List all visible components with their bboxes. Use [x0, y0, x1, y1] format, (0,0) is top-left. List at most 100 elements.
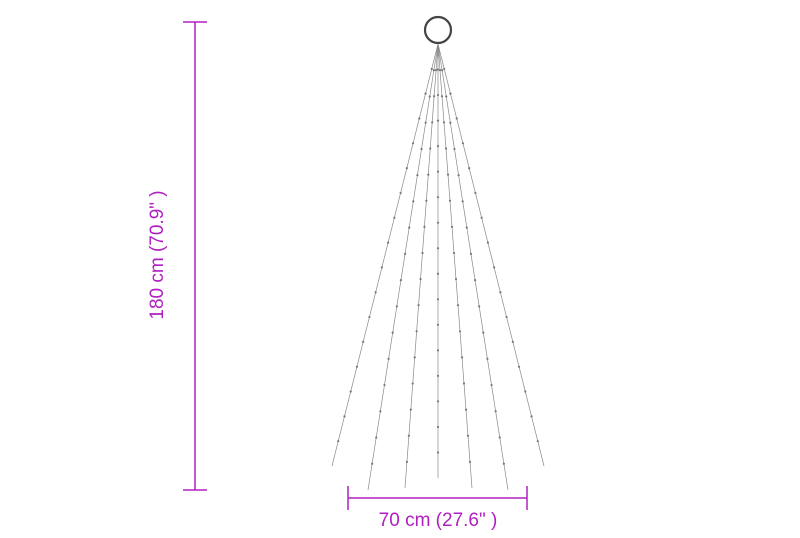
bead [445, 147, 447, 149]
bead [459, 330, 461, 332]
bead [429, 147, 431, 149]
bead [400, 279, 402, 281]
bead [431, 68, 433, 70]
bead [437, 400, 439, 402]
bead [437, 171, 439, 173]
bead [408, 435, 410, 437]
bead [381, 266, 383, 268]
bead [466, 227, 468, 229]
strand-1 [368, 44, 438, 490]
bead [435, 69, 437, 71]
bead [474, 279, 476, 281]
bead [414, 356, 416, 358]
bead [503, 463, 505, 465]
bead [493, 266, 495, 268]
bead [412, 382, 414, 384]
bead [387, 358, 389, 360]
bead [404, 253, 406, 255]
bead [449, 200, 451, 202]
bead [379, 410, 381, 412]
bead [433, 95, 435, 97]
bead [474, 192, 476, 194]
bead [406, 167, 408, 169]
bead [412, 142, 414, 144]
bead [337, 440, 339, 442]
bead [399, 192, 401, 194]
bead [420, 148, 422, 150]
dimension-diagram: 180 cm (70.9" ) 70 cm (27.6" ) [0, 0, 800, 533]
bead [530, 415, 532, 417]
bead [437, 426, 439, 428]
bead [453, 252, 455, 254]
bead [482, 331, 484, 333]
bead [524, 390, 526, 392]
bead [499, 291, 501, 293]
bead [441, 95, 443, 97]
bead [356, 366, 358, 368]
bead [375, 291, 377, 293]
bead [416, 330, 418, 332]
bead [453, 148, 455, 150]
bead [437, 222, 439, 224]
bead [467, 435, 469, 437]
bead [512, 341, 514, 343]
bead [437, 324, 439, 326]
width-dimension-label: 70 cm (27.6" ) [379, 510, 498, 532]
bead [392, 331, 394, 333]
bead [383, 384, 385, 386]
bead [457, 304, 459, 306]
bead [437, 145, 439, 147]
bead [495, 410, 497, 412]
bead [455, 278, 457, 280]
diagram-svg [0, 0, 800, 533]
bead [437, 247, 439, 249]
bead [457, 174, 459, 176]
bead [437, 68, 439, 70]
bead [462, 142, 464, 144]
top-ring [425, 17, 451, 43]
bead [465, 409, 467, 411]
bead [375, 436, 377, 438]
bead [447, 173, 449, 175]
bead [416, 174, 418, 176]
bead [437, 375, 439, 377]
bead [439, 69, 441, 71]
bead [421, 252, 423, 254]
bead [387, 241, 389, 243]
bead [463, 382, 465, 384]
bead [437, 273, 439, 275]
bead [368, 316, 370, 318]
bead [433, 69, 435, 71]
bead [410, 409, 412, 411]
bead [469, 461, 471, 463]
bead [441, 69, 443, 71]
bead [505, 316, 507, 318]
bead [461, 356, 463, 358]
height-dimension-label: 180 cm (70.9" ) [147, 190, 169, 319]
bead [449, 122, 451, 124]
bead [499, 436, 501, 438]
bead [418, 117, 420, 119]
bead [487, 241, 489, 243]
bead [425, 200, 427, 202]
bead [350, 390, 352, 392]
bead [537, 440, 539, 442]
bead [424, 93, 426, 95]
bead [437, 451, 439, 453]
bead [437, 298, 439, 300]
bead [462, 200, 464, 202]
bead [406, 461, 408, 463]
bead [431, 121, 433, 123]
bead [427, 173, 429, 175]
bead [490, 384, 492, 386]
bead [451, 226, 453, 228]
bead [456, 117, 458, 119]
bead [445, 95, 447, 97]
bead [408, 227, 410, 229]
bead [470, 253, 472, 255]
bead [437, 349, 439, 351]
bead [486, 358, 488, 360]
bead [437, 119, 439, 121]
bead [437, 196, 439, 198]
bead [437, 94, 439, 96]
